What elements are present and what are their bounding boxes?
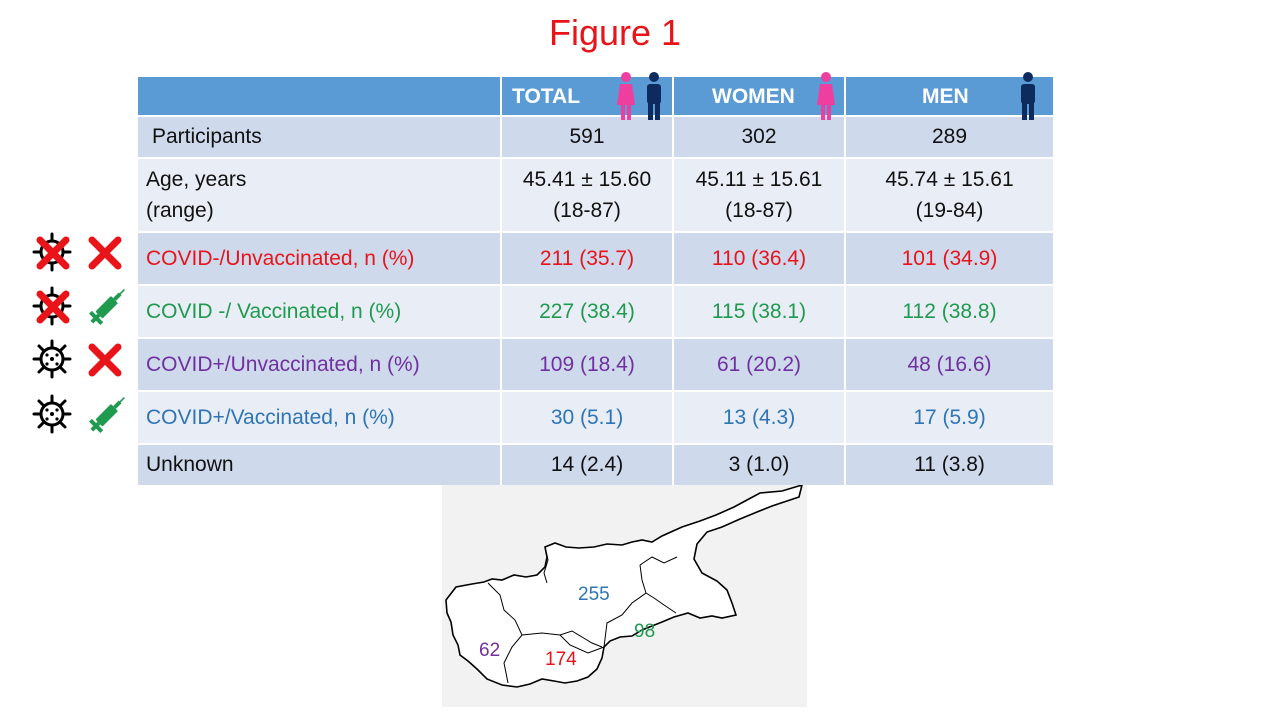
row-label: COVID -/ Vaccinated, n (%) xyxy=(136,284,502,339)
cell-women-line2: (18-87) xyxy=(725,199,793,222)
row-label-line2: (range) xyxy=(146,199,214,222)
table-row: COVID+/Vaccinated, n (%) 30 (5.1) 13 (4.… xyxy=(136,390,1055,445)
cell-men: 11 (3.8) xyxy=(844,443,1055,487)
table-row: Unknown 14 (2.4) 3 (1.0) 11 (3.8) xyxy=(136,443,1055,487)
cell-men-line2: (19-84) xyxy=(915,199,984,222)
row-label: Participants xyxy=(136,115,502,159)
map-label-district: 174 xyxy=(545,649,577,670)
man-icon xyxy=(1021,72,1035,120)
table-row: Age, years (range) 45.41 ± 15.60 (18-87)… xyxy=(136,157,1055,233)
cell-women: 302 xyxy=(672,115,846,159)
man-icon xyxy=(647,72,661,120)
cell-total: 14 (2.4) xyxy=(500,443,674,487)
cell-men: 45.74 ± 15.61 (19-84) xyxy=(844,157,1055,233)
woman-icon xyxy=(817,72,835,120)
icon-row-covid-pos-unvaccinated xyxy=(32,339,132,385)
header-empty-cell xyxy=(136,75,502,117)
cross-icon xyxy=(92,240,118,266)
cell-men-line1: 45.74 ± 15.61 xyxy=(885,168,1014,191)
cyprus-map: 255 98 62 174 xyxy=(442,485,807,707)
row-label: COVID+/Unvaccinated, n (%) xyxy=(136,337,502,392)
cell-total: 227 (38.4) xyxy=(500,284,674,339)
cell-total: 591 xyxy=(500,115,674,159)
icon-row-covid-neg-unvaccinated xyxy=(32,232,132,278)
cell-total-line2: (18-87) xyxy=(553,199,621,222)
cell-men: 48 (16.6) xyxy=(844,337,1055,392)
woman-icon xyxy=(617,72,635,120)
table-row: Participants 591 302 289 xyxy=(136,115,1055,159)
syringe-icon xyxy=(86,394,131,436)
row-label-line1: Age, years xyxy=(146,168,247,191)
cell-men: 289 xyxy=(844,115,1055,159)
cell-men: 101 (34.9) xyxy=(844,231,1055,286)
row-label: Age, years (range) xyxy=(136,157,502,233)
figure-title: Figure 1 xyxy=(548,12,682,53)
header-men-label: MEN xyxy=(922,85,969,108)
cell-women: 13 (4.3) xyxy=(672,390,846,445)
cell-total: 30 (5.1) xyxy=(500,390,674,445)
table-row: COVID -/ Vaccinated, n (%) 227 (38.4) 11… xyxy=(136,284,1055,339)
cell-total: 109 (18.4) xyxy=(500,337,674,392)
cyprus-outline xyxy=(445,485,803,688)
header-total: TOTAL xyxy=(500,72,674,120)
table-header-row: TOTAL WOMEN MEN xyxy=(136,72,1055,120)
map-label-district: 62 xyxy=(479,640,501,661)
syringe-icon xyxy=(86,286,131,328)
virus-icon xyxy=(32,394,72,434)
cell-women: 115 (38.1) xyxy=(672,284,846,339)
row-label: Unknown xyxy=(136,443,502,487)
row-label: COVID+/Vaccinated, n (%) xyxy=(136,390,502,445)
cell-women: 45.11 ± 15.61 (18-87) xyxy=(672,157,846,233)
virus-icon xyxy=(32,339,72,379)
cell-women: 3 (1.0) xyxy=(672,443,846,487)
header-total-label: TOTAL xyxy=(512,85,581,108)
cell-women: 110 (36.4) xyxy=(672,231,846,286)
row-label: COVID-/Unvaccinated, n (%) xyxy=(136,231,502,286)
cell-total: 45.41 ± 15.60 (18-87) xyxy=(500,157,674,233)
map-label-district: 98 xyxy=(634,621,656,642)
cell-women-line1: 45.11 ± 15.61 xyxy=(695,168,823,191)
icon-row-covid-pos-vaccinated xyxy=(32,394,132,440)
cell-total: 211 (35.7) xyxy=(500,231,674,286)
table-row: COVID+/Unvaccinated, n (%) 109 (18.4) 61… xyxy=(136,337,1055,392)
table-row: COVID-/Unvaccinated, n (%) 211 (35.7) 11… xyxy=(136,231,1055,286)
map-label-district: 255 xyxy=(578,584,610,605)
cell-total-line1: 45.41 ± 15.60 xyxy=(522,168,652,191)
header-women: WOMEN xyxy=(672,72,846,120)
cell-women: 61 (20.2) xyxy=(672,337,846,392)
header-men: MEN xyxy=(844,72,1055,120)
header-women-label: WOMEN xyxy=(712,85,795,108)
cross-icon xyxy=(92,347,118,373)
cell-men: 112 (38.8) xyxy=(844,284,1055,339)
cell-men: 17 (5.9) xyxy=(844,390,1055,445)
demographics-table: TOTAL WOMEN MEN Particip xyxy=(136,72,1055,487)
icon-row-covid-neg-vaccinated xyxy=(32,286,132,332)
